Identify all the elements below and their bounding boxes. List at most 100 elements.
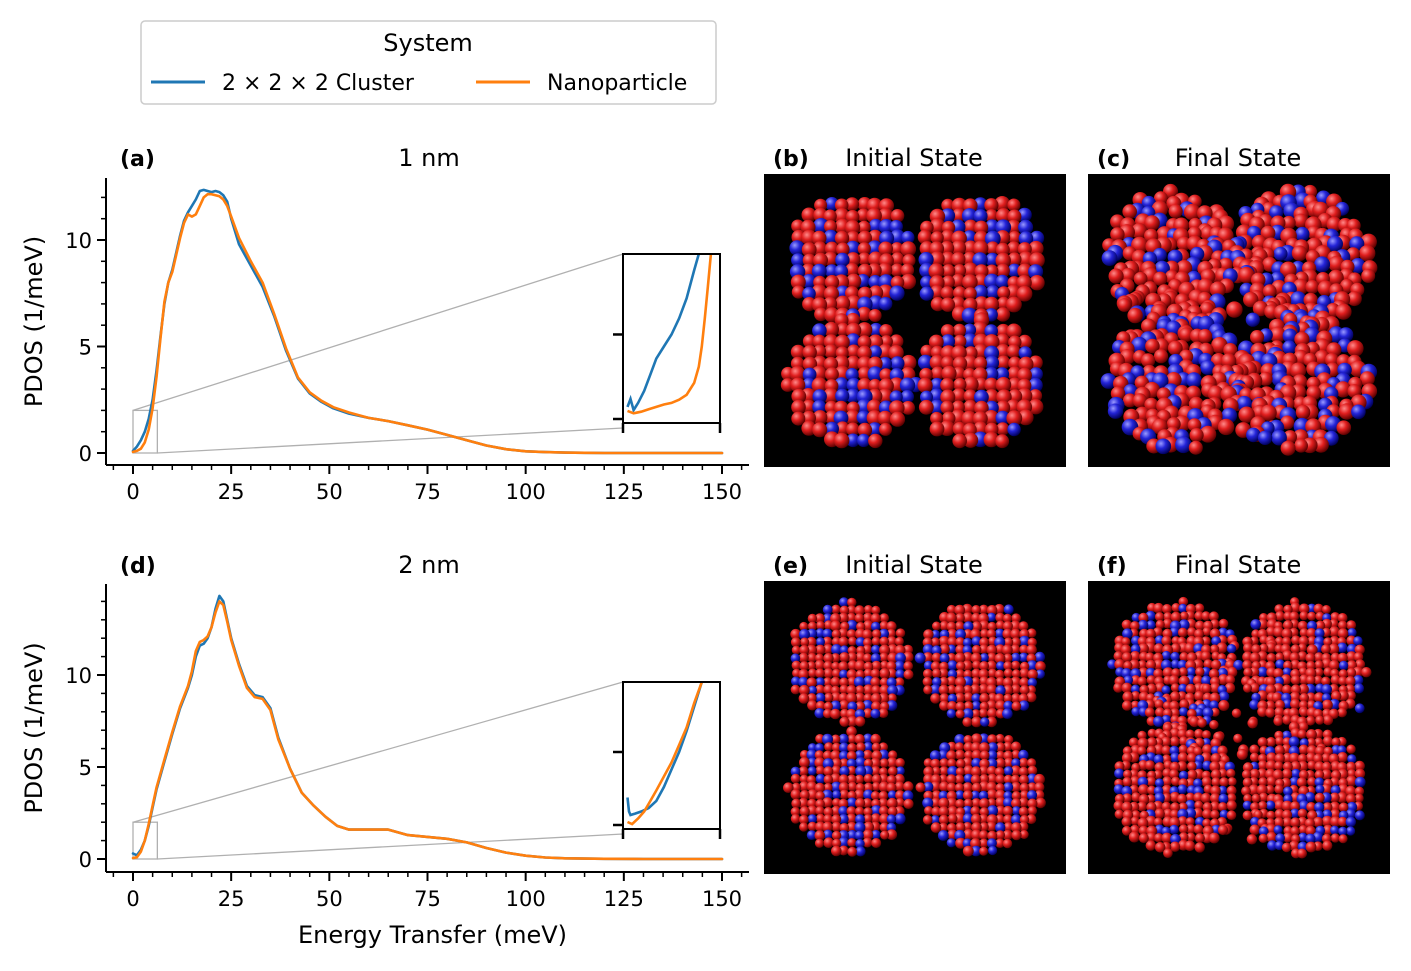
- atom-red: [1241, 769, 1252, 780]
- atom-red: [1144, 215, 1160, 231]
- atom-blue: [853, 676, 865, 688]
- atom-red: [994, 767, 1005, 777]
- atom-red: [830, 708, 841, 720]
- atom-red: [799, 661, 810, 671]
- atom-red: [890, 263, 904, 277]
- atom-red: [863, 684, 874, 696]
- atom-red: [1008, 231, 1022, 244]
- atom-red: [791, 660, 802, 671]
- atom-red: [790, 807, 801, 817]
- atom-blue: [879, 230, 895, 246]
- atom-blue: [871, 621, 881, 632]
- atom-red: [986, 644, 998, 656]
- atom-red: [823, 774, 833, 785]
- atom-blue: [1200, 360, 1215, 375]
- atom-red: [1241, 786, 1251, 796]
- atom-blue: [801, 274, 817, 289]
- atom-red: [1121, 652, 1133, 663]
- atom-red: [987, 830, 998, 841]
- atom-blue: [889, 390, 903, 404]
- atom-red: [971, 605, 981, 615]
- atom-red: [1183, 203, 1201, 221]
- atom-red: [812, 241, 828, 256]
- atom-blue: [955, 629, 966, 640]
- atom-red: [847, 605, 857, 615]
- atom-blue: [1169, 824, 1179, 835]
- atom-blue: [972, 252, 988, 268]
- atom-red: [1299, 693, 1309, 703]
- atom-red: [815, 668, 825, 679]
- atom-red: [877, 410, 893, 426]
- atom-blue: [920, 390, 933, 404]
- atom-red: [1170, 643, 1181, 654]
- atom-blue: [821, 789, 833, 801]
- atom-red: [1002, 613, 1013, 624]
- atom-red: [870, 757, 881, 769]
- atom-red: [867, 334, 884, 350]
- atom-red: [870, 766, 881, 776]
- atom-red: [1359, 245, 1376, 262]
- legend: System 2 × 2 × 2 Cluster Nanoparticle: [140, 20, 717, 105]
- atom-red: [855, 806, 865, 816]
- atom-red: [895, 790, 906, 801]
- atom-red: [1156, 387, 1171, 402]
- atom-red: [824, 220, 837, 233]
- atom-red: [863, 637, 873, 648]
- y-tick-label: 0: [79, 848, 92, 872]
- atom-blue: [855, 814, 865, 825]
- atom-red: [806, 781, 818, 792]
- atom-red: [1177, 627, 1188, 638]
- atom-red: [986, 629, 997, 639]
- atom-red: [951, 208, 966, 223]
- atom-red: [1114, 809, 1125, 819]
- atom-red: [1155, 619, 1165, 630]
- atom-red: [1185, 778, 1196, 788]
- atom-red: [1321, 753, 1332, 763]
- atom-red: [954, 749, 966, 761]
- atom-red: [963, 376, 979, 393]
- atom-red: [834, 230, 850, 246]
- atom-blue: [1354, 776, 1366, 788]
- atom-red: [846, 685, 857, 696]
- atom-red: [1243, 291, 1259, 308]
- atom-red: [1117, 298, 1132, 312]
- atom-blue: [1178, 707, 1189, 717]
- atom-blue: [1257, 430, 1273, 445]
- atom-red: [1003, 774, 1013, 785]
- inset-line-nanoparticle: [627, 254, 713, 415]
- atom-red: [846, 692, 857, 704]
- atom-red: [939, 693, 950, 704]
- atom-blue: [1338, 660, 1349, 671]
- atom-red: [1019, 685, 1030, 695]
- atom-red: [1008, 356, 1022, 371]
- atom-red: [1011, 701, 1022, 711]
- atom-red: [1035, 797, 1046, 809]
- atom-red: [1188, 440, 1203, 455]
- atom-red: [1169, 727, 1181, 739]
- atom-red: [1226, 800, 1237, 811]
- atom-blue: [1114, 768, 1125, 779]
- atom-red: [1200, 651, 1211, 662]
- atom-red: [1184, 840, 1196, 852]
- atom-red: [995, 758, 1006, 769]
- atom-red: [923, 758, 933, 768]
- atom-red: [1238, 266, 1255, 284]
- atom-red: [862, 837, 873, 848]
- atom-red: [979, 693, 990, 704]
- atom-red: [1138, 833, 1149, 844]
- atom-blue: [986, 838, 997, 849]
- atom-red: [955, 709, 965, 719]
- x-axis-label: Energy Transfer (meV): [298, 921, 567, 949]
- atom-red: [854, 701, 866, 712]
- atom-red: [857, 252, 871, 266]
- atom-red: [1138, 667, 1149, 678]
- atom-red: [963, 219, 978, 234]
- atom-blue: [929, 750, 941, 761]
- atom-blue: [839, 742, 850, 753]
- atom-red: [994, 196, 1010, 212]
- atom-red: [973, 240, 989, 256]
- atom-red: [894, 644, 906, 656]
- atom-red: [946, 782, 957, 793]
- atom-blue: [886, 700, 898, 711]
- atom-red: [1336, 420, 1352, 436]
